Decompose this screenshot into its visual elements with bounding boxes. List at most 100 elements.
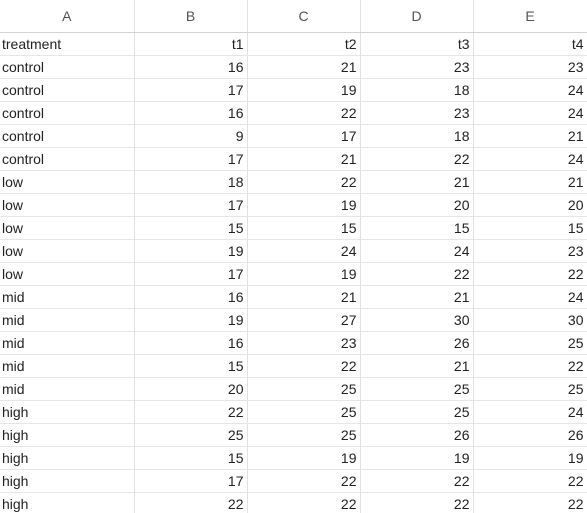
cell[interactable]: 25 — [473, 377, 587, 401]
column-header-c[interactable]: C — [247, 0, 361, 33]
cell[interactable]: 20 — [473, 193, 587, 217]
cell[interactable]: 22 — [247, 170, 361, 194]
cell[interactable]: 22 — [473, 262, 587, 286]
cell[interactable]: control — [0, 124, 135, 148]
cell[interactable]: 19 — [360, 446, 474, 470]
column-header-a[interactable]: A — [0, 0, 135, 33]
cell[interactable]: 25 — [247, 400, 361, 424]
cell[interactable]: 20 — [360, 193, 474, 217]
cell[interactable]: 16 — [134, 55, 248, 79]
cell[interactable]: 19 — [247, 78, 361, 102]
column-header-e[interactable]: E — [473, 0, 587, 33]
cell[interactable]: 9 — [134, 124, 248, 148]
cell[interactable]: control — [0, 55, 135, 79]
cell[interactable]: 21 — [247, 55, 361, 79]
cell[interactable]: 21 — [247, 285, 361, 309]
cell[interactable]: 22 — [134, 400, 248, 424]
cell[interactable]: mid — [0, 377, 135, 401]
cell[interactable]: 22 — [360, 147, 474, 171]
cell[interactable]: 26 — [360, 423, 474, 447]
cell[interactable]: 15 — [134, 354, 248, 378]
cell[interactable]: 22 — [473, 354, 587, 378]
cell[interactable]: low — [0, 170, 135, 194]
cell[interactable]: 18 — [360, 78, 474, 102]
cell[interactable]: 24 — [473, 285, 587, 309]
cell[interactable]: 22 — [247, 469, 361, 493]
cell[interactable]: 19 — [134, 239, 248, 263]
cell[interactable]: 25 — [247, 377, 361, 401]
cell[interactable]: 21 — [473, 124, 587, 148]
cell[interactable]: 17 — [134, 262, 248, 286]
cell[interactable]: 24 — [247, 239, 361, 263]
cell[interactable]: 21 — [360, 170, 474, 194]
cell[interactable]: 21 — [360, 354, 474, 378]
cell[interactable]: 20 — [134, 377, 248, 401]
cell[interactable]: 19 — [247, 446, 361, 470]
cell[interactable]: low — [0, 193, 135, 217]
cell[interactable]: 22 — [247, 101, 361, 125]
cell[interactable]: control — [0, 78, 135, 102]
cell[interactable]: 26 — [360, 331, 474, 355]
cell[interactable]: t2 — [247, 32, 361, 56]
cell[interactable]: 24 — [360, 239, 474, 263]
cell[interactable]: 25 — [134, 423, 248, 447]
cell[interactable]: treatment — [0, 32, 135, 56]
cell[interactable]: 17 — [134, 78, 248, 102]
cell[interactable]: 15 — [247, 216, 361, 240]
cell[interactable]: 25 — [473, 331, 587, 355]
cell[interactable]: 16 — [134, 285, 248, 309]
cell[interactable]: 19 — [473, 446, 587, 470]
cell[interactable]: 21 — [247, 147, 361, 171]
cell[interactable]: high — [0, 400, 135, 424]
cell[interactable]: 17 — [134, 193, 248, 217]
cell[interactable]: mid — [0, 331, 135, 355]
cell[interactable]: 22 — [473, 469, 587, 493]
cell[interactable]: high — [0, 469, 135, 493]
cell[interactable]: 15 — [134, 216, 248, 240]
cell[interactable]: 24 — [473, 78, 587, 102]
cell[interactable]: high — [0, 492, 135, 513]
cell[interactable]: control — [0, 101, 135, 125]
cell[interactable]: 19 — [247, 193, 361, 217]
cell[interactable]: 23 — [473, 239, 587, 263]
cell[interactable]: 23 — [247, 331, 361, 355]
cell[interactable]: 18 — [134, 170, 248, 194]
cell[interactable]: 17 — [247, 124, 361, 148]
cell[interactable]: 22 — [360, 469, 474, 493]
cell[interactable]: high — [0, 446, 135, 470]
cell[interactable]: 25 — [360, 400, 474, 424]
cell[interactable]: t1 — [134, 32, 248, 56]
cell[interactable]: 15 — [473, 216, 587, 240]
cell[interactable]: 23 — [360, 101, 474, 125]
cell[interactable]: mid — [0, 308, 135, 332]
cell[interactable]: 22 — [360, 492, 474, 513]
cell[interactable]: 22 — [247, 354, 361, 378]
cell[interactable]: t4 — [473, 32, 587, 56]
cell[interactable]: 30 — [360, 308, 474, 332]
cell[interactable]: high — [0, 423, 135, 447]
cell[interactable]: mid — [0, 354, 135, 378]
cell[interactable]: 22 — [360, 262, 474, 286]
cell[interactable]: 30 — [473, 308, 587, 332]
cell[interactable]: 18 — [360, 124, 474, 148]
cell[interactable]: low — [0, 262, 135, 286]
cell[interactable]: 22 — [134, 492, 248, 513]
column-header-d[interactable]: D — [360, 0, 474, 33]
cell[interactable]: 23 — [473, 55, 587, 79]
cell[interactable]: 19 — [134, 308, 248, 332]
cell[interactable]: 17 — [134, 469, 248, 493]
cell[interactable]: 27 — [247, 308, 361, 332]
cell[interactable]: 24 — [473, 400, 587, 424]
cell[interactable]: 25 — [247, 423, 361, 447]
cell[interactable]: 21 — [360, 285, 474, 309]
cell[interactable]: 24 — [473, 147, 587, 171]
cell[interactable]: 23 — [360, 55, 474, 79]
cell[interactable]: control — [0, 147, 135, 171]
cell[interactable]: low — [0, 216, 135, 240]
cell[interactable]: 19 — [247, 262, 361, 286]
cell[interactable]: 25 — [360, 377, 474, 401]
cell[interactable]: 16 — [134, 331, 248, 355]
cell[interactable]: 24 — [473, 101, 587, 125]
column-header-b[interactable]: B — [134, 0, 248, 33]
cell[interactable]: 22 — [473, 492, 587, 513]
